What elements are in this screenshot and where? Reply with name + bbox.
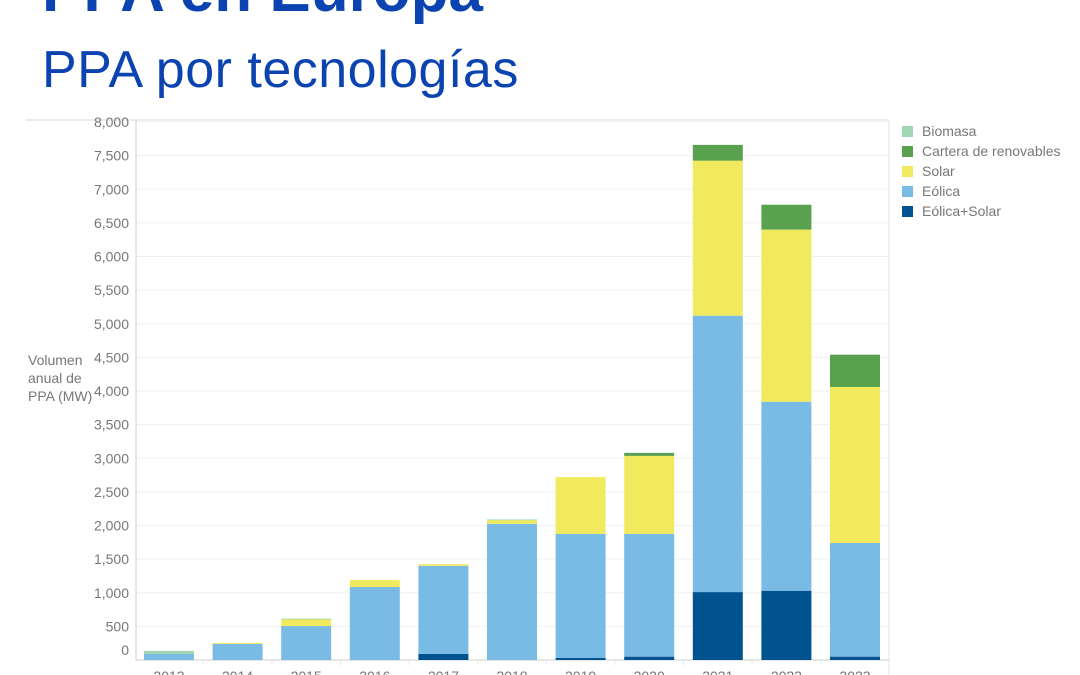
bar-segment-biomasa (281, 618, 332, 620)
legend-swatch (902, 165, 913, 177)
legend-item: Cartera de renovables (902, 141, 1061, 161)
bar-segment-e-lica (555, 533, 606, 658)
y-tick-label: 3,500 (94, 417, 129, 433)
x-tick-label: 2016 (359, 668, 390, 675)
bar-segment-solar (487, 519, 537, 524)
bar-segment-cartera-de-renovables (830, 354, 880, 387)
bar-segment-solar (418, 564, 469, 566)
bar-segment-e-lica (830, 542, 880, 657)
bar-segment-solar (212, 642, 263, 644)
y-tick-label: 0 (121, 642, 129, 658)
bar-segment-cartera-de-renovables (624, 452, 675, 456)
x-tick-label: 2017 (428, 668, 459, 675)
x-tick-label: 2022 (771, 668, 802, 675)
bar-segment-e-lica (144, 653, 194, 660)
legend-item: Solar (902, 161, 1061, 181)
bar-segment-e-lica-solar (761, 590, 812, 660)
bar-segment-cartera-de-renovables (761, 204, 812, 230)
bar-segment-solar (349, 579, 400, 588)
bar-segment-biomasa (487, 519, 537, 521)
x-tick-label: 2015 (291, 668, 322, 675)
legend-swatch (902, 145, 913, 157)
bar-segment-solar (555, 477, 606, 534)
legend-item: Eólica+Solar (902, 201, 1061, 221)
y-tick-label: 4,000 (94, 383, 129, 399)
bar-segment-e-lica (692, 315, 743, 593)
y-tick-label: 5,500 (94, 282, 129, 298)
y-tick-label: 6,500 (94, 215, 129, 231)
bar-segment-e-lica (624, 533, 675, 657)
x-tick-label: 2013 (153, 668, 184, 675)
bar-segment-e-lica (487, 523, 537, 660)
bar-segment-solar (624, 455, 675, 534)
y-tick-label: 4,500 (94, 349, 129, 365)
legend-swatch (902, 205, 913, 217)
y-tick-label: 7,000 (94, 181, 129, 197)
x-tick-label: 2018 (496, 668, 527, 675)
x-tick-label: 2019 (565, 668, 596, 675)
bar-segment-biomasa (144, 650, 194, 654)
bar-segment-e-lica (418, 565, 469, 654)
bar-segment-solar (830, 386, 880, 543)
legend-label: Eólica (922, 183, 961, 199)
x-tick-label: 2020 (634, 668, 665, 675)
y-axis-label: Volumen anual de PPA (MW) (28, 352, 93, 404)
x-tick-label: 2014 (222, 668, 253, 675)
page-subtitle: PPA por tecnologías (42, 41, 519, 99)
bar-segment-e-lica (212, 643, 263, 660)
bar-segment-e-lica (349, 587, 400, 660)
legend-label: Cartera de renovables (922, 143, 1061, 159)
bar-segment-e-lica-solar (830, 656, 880, 660)
bar-segment-e-lica-solar (418, 653, 469, 660)
legend-item: Eólica (902, 181, 1061, 201)
y-tick-label: 5,000 (94, 316, 129, 332)
y-tick-label: 2,000 (94, 518, 129, 534)
y-tick-label: 3,000 (94, 450, 129, 466)
y-tick-label: 500 (106, 618, 130, 634)
bar-segment-cartera-de-renovables (692, 144, 743, 161)
y-tick-label: 1,000 (94, 585, 129, 601)
x-tick-label: 2023 (839, 668, 870, 675)
legend-label: Solar (922, 163, 955, 179)
x-tick-label: 2021 (702, 668, 733, 675)
legend-item: Biomasa (902, 121, 1061, 141)
bar-segment-e-lica (281, 626, 332, 660)
legend-label: Eólica+Solar (922, 203, 1001, 219)
bar-segment-solar (761, 229, 812, 402)
y-tick-label: 7,500 (94, 148, 129, 164)
bar-segment-e-lica-solar (555, 657, 606, 660)
y-tick-label: 8,000 (94, 114, 129, 130)
y-tick-label: 6,000 (94, 249, 129, 265)
bar-segment-e-lica (761, 401, 812, 591)
legend-label: Biomasa (922, 123, 977, 139)
legend-swatch (902, 125, 913, 137)
bar-segment-e-lica-solar (624, 656, 675, 660)
legend: Biomasa Cartera de renovables Solar Eólica E… (902, 121, 1061, 221)
page-title: PPA en Europa (42, 0, 483, 22)
bar-segment-solar (692, 160, 743, 316)
y-tick-label: 1,500 (94, 551, 129, 567)
y-tick-label: 2,500 (94, 484, 129, 500)
legend-swatch (902, 185, 913, 197)
bar-segment-e-lica-solar (692, 592, 743, 660)
bar-segment-solar (281, 618, 332, 627)
